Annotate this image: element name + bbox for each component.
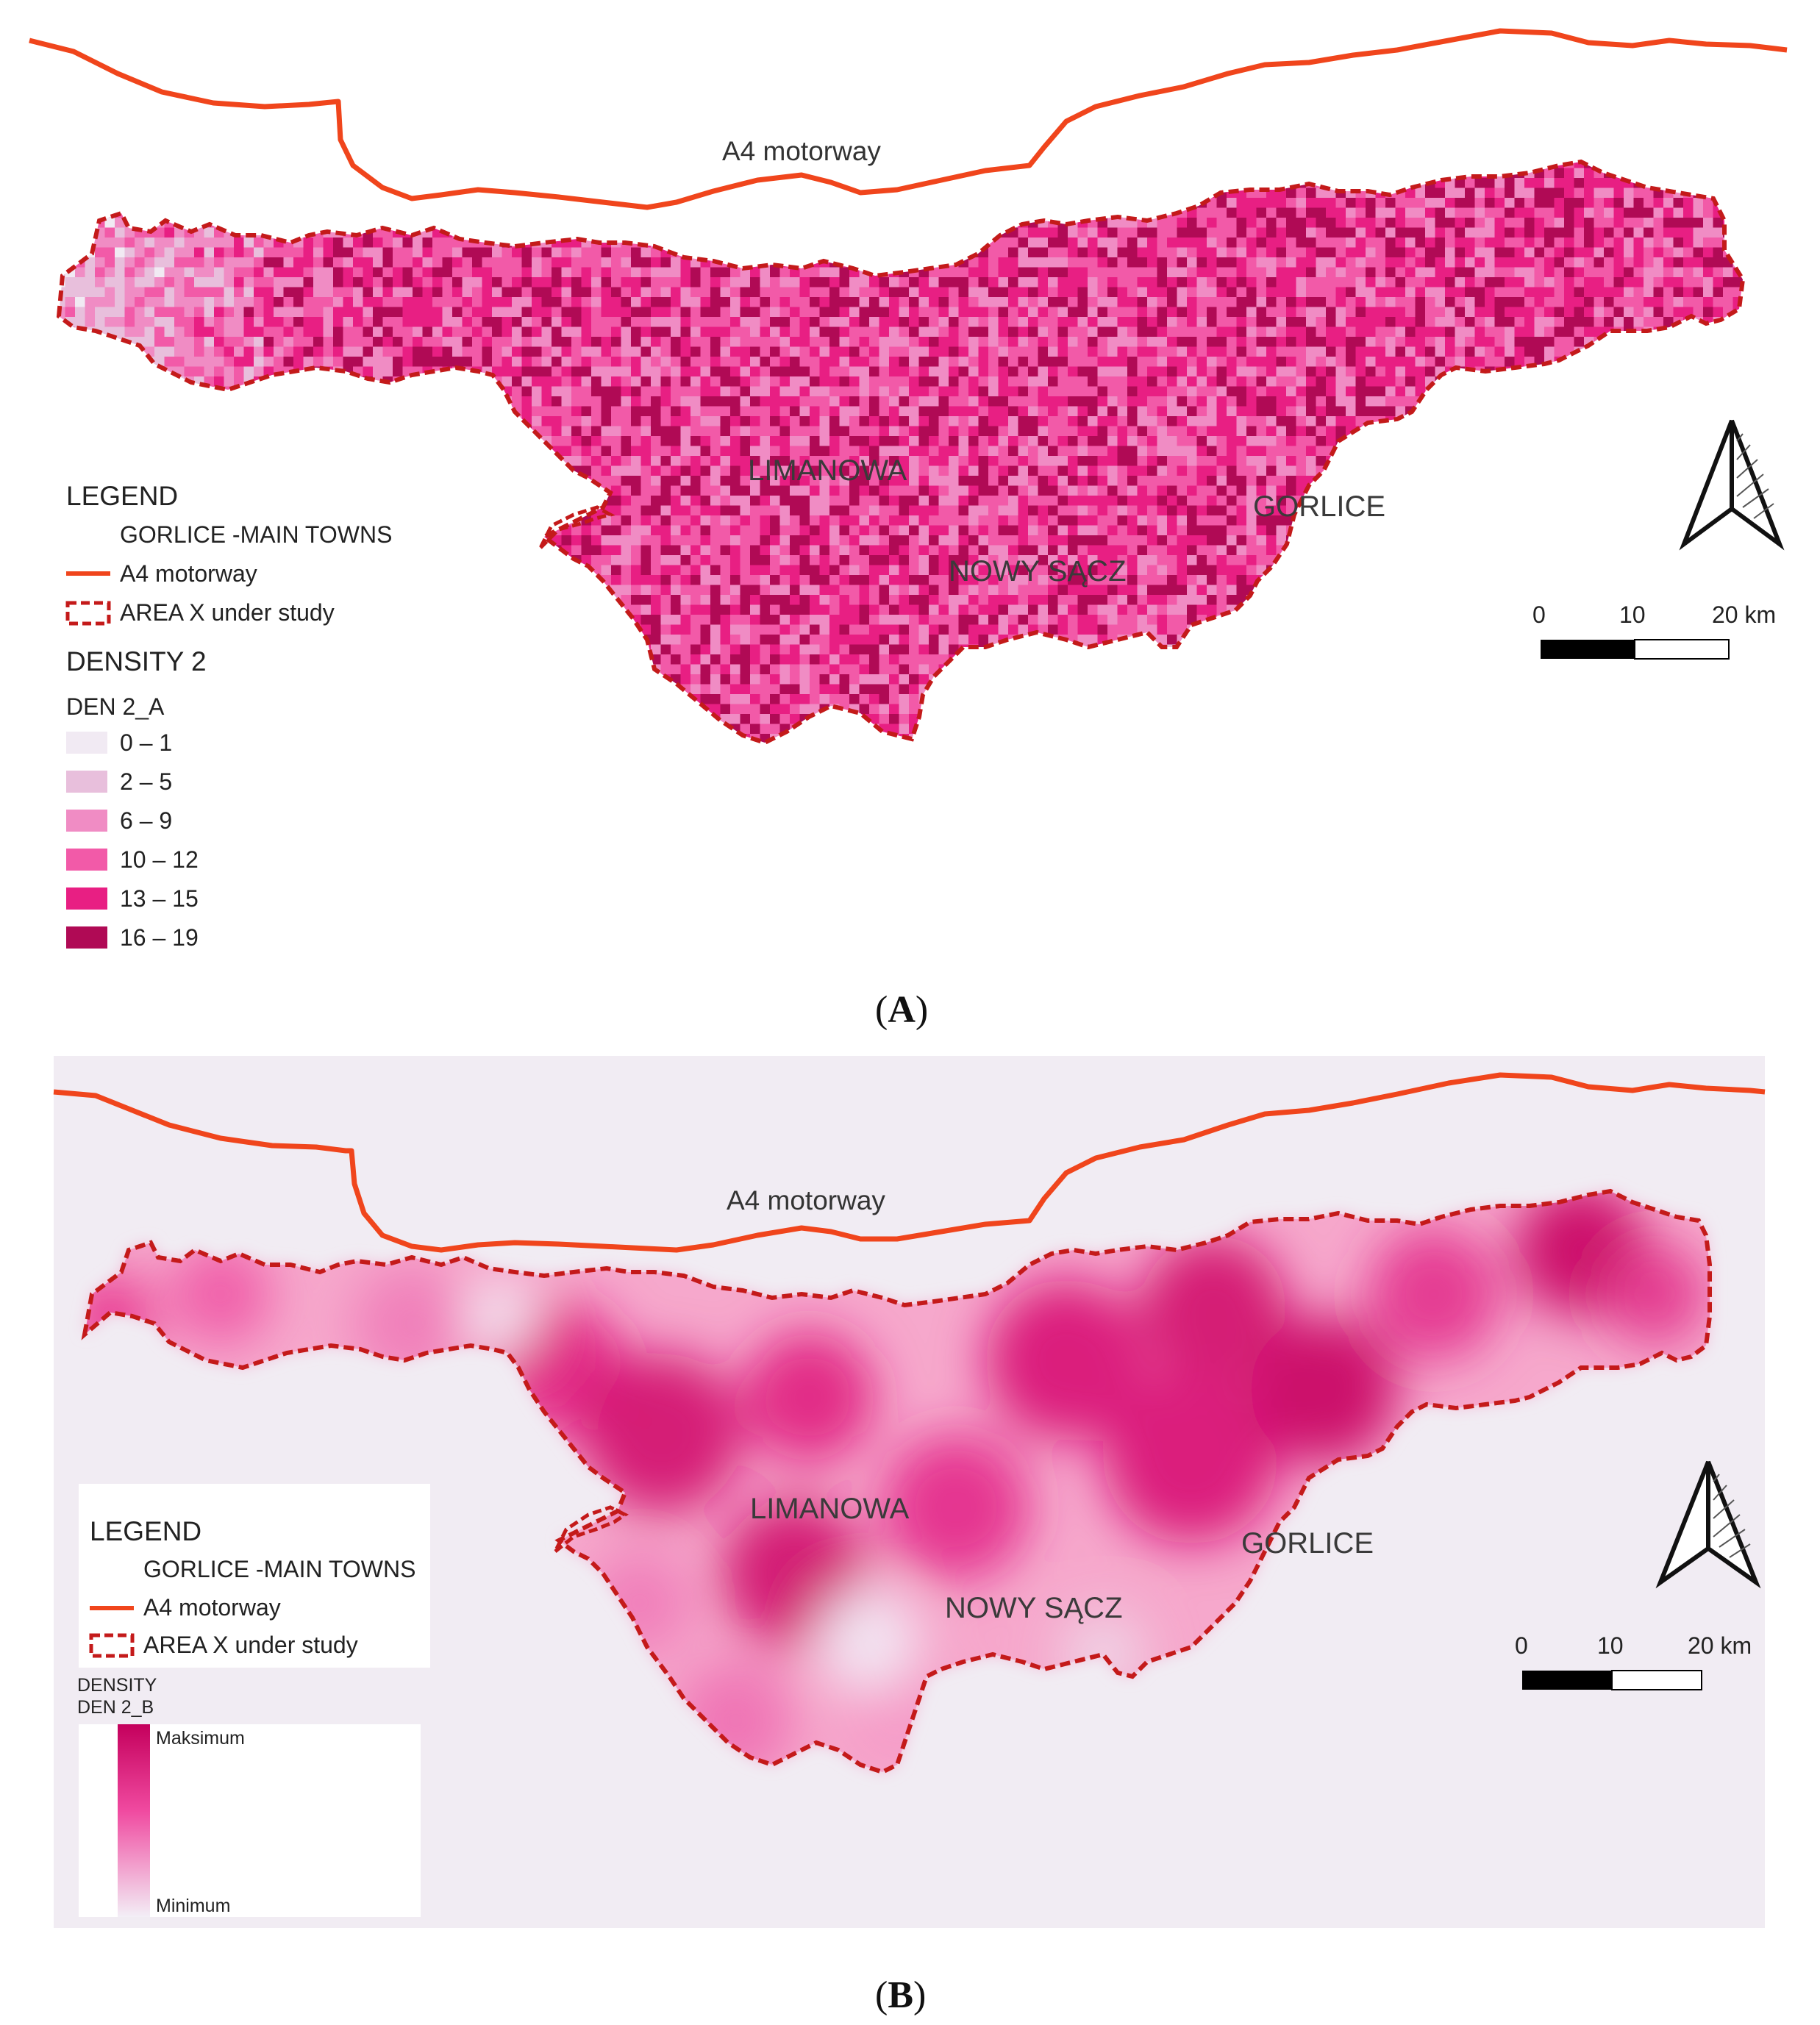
legend-density-title-a: DENSITY 2	[66, 646, 207, 676]
legend-towns-item-a: GORLICE -MAIN TOWNS	[120, 521, 392, 548]
scale-label-0-a: 0	[1532, 601, 1546, 628]
legend-b: LEGEND GORLICE -MAIN TOWNS A4 motorway A…	[77, 1484, 430, 1917]
scale-label-20-b: 20 km	[1688, 1632, 1752, 1659]
legend-motorway-item-a: A4 motorway	[120, 560, 257, 587]
legend-ramp-min-b: Minimum	[156, 1896, 230, 1916]
legend-class-label: 16 – 19	[120, 924, 199, 951]
legend-motorway-item-b: A4 motorway	[143, 1594, 281, 1621]
legend-class-label: 6 – 9	[120, 807, 172, 834]
north-arrow-icon	[1655, 1460, 1761, 1589]
legend-towns-item-b: GORLICE -MAIN TOWNS	[143, 1556, 415, 1582]
map-panel-b: A4 motorway LIMANOWA NOWY SĄCZ GORLICE 0…	[53, 1056, 1766, 2016]
scale-label-10-a: 10	[1619, 601, 1646, 628]
legend-class-swatch	[66, 926, 107, 949]
motorway-label-b: A4 motorway	[727, 1185, 885, 1215]
legend-class-label: 10 – 12	[120, 846, 199, 873]
legend-color-ramp-b	[118, 1724, 150, 1917]
legend-density-title-b: DENSITY	[77, 1675, 157, 1696]
town-label-gorlice-b: GORLICE	[1241, 1527, 1374, 1560]
town-label-nowy-sacz-b: NOWY SĄCZ	[945, 1592, 1123, 1624]
legend-area-swatch-a	[65, 601, 111, 626]
scale-bar-b: 0 10 20 km	[1515, 1632, 1752, 1690]
legend-area-swatch-b	[89, 1633, 135, 1658]
scale-label-10-b: 10	[1597, 1632, 1624, 1659]
legend-density-layer-a: DEN 2_A	[66, 693, 165, 720]
town-label-limanowa-a: LIMANOWA	[748, 454, 907, 487]
a4-motorway-line-b	[53, 1072, 1766, 1253]
density-grid-a	[59, 162, 1743, 743]
scale-label-0-b: 0	[1515, 1632, 1528, 1659]
town-label-limanowa-b: LIMANOWA	[750, 1493, 910, 1525]
legend-class-label: 0 – 1	[120, 729, 172, 756]
legend-title-a: LEGEND	[66, 481, 178, 511]
scale-bar-a: 0 10 20 km	[1532, 601, 1776, 660]
legend-a: LEGEND GORLICE -MAIN TOWNS A4 motorway A…	[65, 481, 392, 951]
legend-box-b	[79, 1484, 430, 1668]
study-area-fragment-b	[553, 1505, 629, 1553]
a4-motorway-line-a	[29, 28, 1788, 210]
town-label-nowy-sacz-a: NOWY SĄCZ	[949, 555, 1127, 588]
town-label-gorlice-a: GORLICE	[1253, 490, 1385, 523]
caption-b: (B)	[875, 1974, 926, 2016]
legend-class-swatch	[66, 732, 107, 754]
scale-label-20-a: 20 km	[1712, 601, 1776, 628]
legend-class-label: 2 – 5	[120, 768, 172, 795]
north-arrow-icon	[1679, 419, 1785, 551]
motorway-label-a: A4 motorway	[722, 136, 881, 166]
legend-class-swatch	[66, 771, 107, 793]
legend-classes-a: 0 – 1 2 – 5 6 – 9 10 – 12 13 – 15 16 – 19	[66, 729, 199, 951]
study-area-fragment-a	[538, 505, 615, 549]
legend-class-label: 13 – 15	[120, 885, 199, 912]
legend-ramp-max-b: Maksimum	[156, 1728, 245, 1749]
legend-class-swatch	[66, 888, 107, 910]
legend-class-swatch	[66, 849, 107, 871]
legend-title-b: LEGEND	[90, 1516, 201, 1546]
legend-area-item-a: AREA X under study	[120, 599, 335, 626]
caption-a: (A)	[875, 989, 928, 1031]
legend-area-item-b: AREA X under study	[143, 1632, 358, 1658]
legend-density-layer-b: DEN 2_B	[77, 1697, 154, 1718]
legend-class-swatch	[66, 810, 107, 832]
map-panel-a: A4 motorway LIMANOWA NOWY SĄCZ GORLICE 0…	[29, 28, 1788, 1031]
